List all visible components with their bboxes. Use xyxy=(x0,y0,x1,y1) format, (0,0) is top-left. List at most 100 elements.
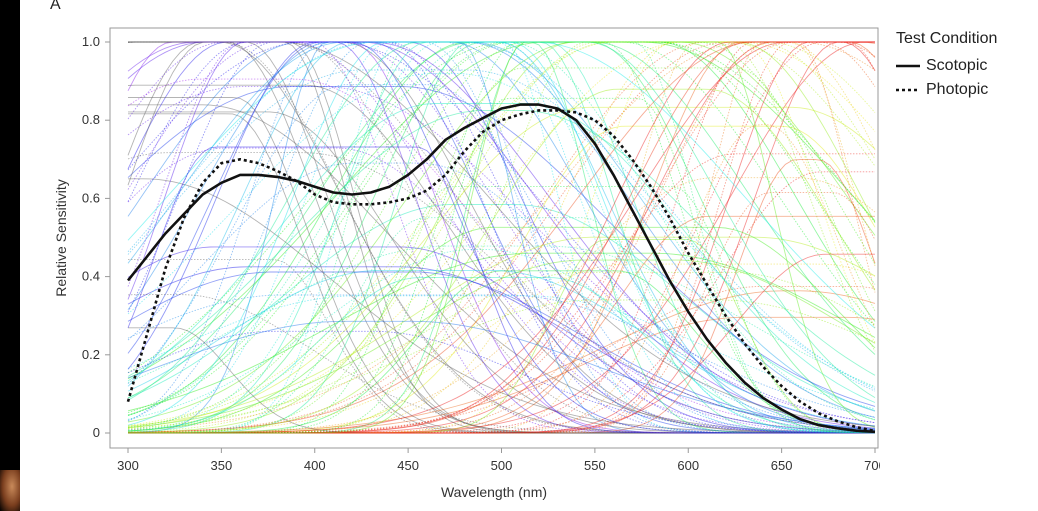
background-curve xyxy=(127,217,875,434)
background-curve xyxy=(128,253,875,434)
background-curve xyxy=(128,171,875,434)
background-curve xyxy=(127,109,876,377)
legend-label-photopic: Photopic xyxy=(926,81,989,98)
background-curve xyxy=(128,41,875,434)
background-curve xyxy=(127,266,876,431)
background-curve xyxy=(128,41,876,433)
background-curve xyxy=(128,153,875,434)
background-curve xyxy=(127,41,875,434)
x-tick-label: 400 xyxy=(304,458,326,473)
y-tick-label: 0.8 xyxy=(82,112,100,127)
background-curve xyxy=(128,41,875,434)
background-curve xyxy=(127,41,876,423)
background-curves xyxy=(127,41,876,434)
background-curve xyxy=(127,162,876,431)
background-curve xyxy=(128,270,876,434)
background-curve xyxy=(127,41,875,434)
background-curve xyxy=(127,41,875,434)
background-curve xyxy=(128,178,875,434)
background-curve xyxy=(127,252,876,412)
background-curve xyxy=(128,41,876,434)
background-curve xyxy=(128,41,876,434)
legend-item-scotopic: Scotopic xyxy=(896,54,997,78)
background-curve xyxy=(127,41,876,416)
background-curve xyxy=(127,86,876,424)
background-curve xyxy=(127,103,876,403)
background-curve xyxy=(127,41,876,426)
background-curve xyxy=(127,263,876,434)
background-curve xyxy=(127,86,876,407)
background-curve xyxy=(127,259,876,428)
x-tick-label: 450 xyxy=(397,458,419,473)
figure-panel: A Test Condition Scotopic Photopic xyxy=(20,0,1038,511)
background-curve xyxy=(128,186,876,434)
background-curve xyxy=(128,191,876,434)
background-curve xyxy=(127,41,876,414)
y-axis-title: Relative Sensitivity xyxy=(53,179,69,297)
legend-title: Test Condition xyxy=(896,30,998,47)
background-curve xyxy=(127,41,875,434)
background-curve xyxy=(127,152,876,430)
background-curve xyxy=(127,41,876,420)
background-curve xyxy=(127,248,876,427)
panel-label: A xyxy=(50,0,61,13)
background-curve xyxy=(127,299,876,429)
background-curve xyxy=(128,41,875,434)
background-curve xyxy=(127,41,876,427)
solid-line-swatch xyxy=(896,64,920,68)
background-curve xyxy=(127,295,876,410)
background-curve xyxy=(128,41,875,434)
background-curve xyxy=(128,97,875,434)
background-curve xyxy=(128,41,876,427)
background-curve xyxy=(127,41,876,416)
x-axis-title: Wavelength (nm) xyxy=(441,484,547,500)
background-curve xyxy=(127,41,876,434)
background-curve xyxy=(128,259,875,434)
background-curve xyxy=(127,41,875,434)
background-curve xyxy=(127,41,876,418)
background-curve xyxy=(127,269,876,427)
background-curve xyxy=(127,41,876,431)
background-curve xyxy=(127,41,876,399)
background-curve xyxy=(128,41,875,434)
background-curve xyxy=(127,41,876,390)
background-curve xyxy=(127,41,876,329)
background-curve xyxy=(128,41,876,434)
x-tick-label: 600 xyxy=(677,458,699,473)
corner-photo-thumbnail xyxy=(0,470,20,511)
background-curve xyxy=(128,215,875,434)
series-line-scotopic xyxy=(126,103,876,434)
background-curve xyxy=(128,327,875,434)
legend-item-photopic: Photopic xyxy=(896,78,997,102)
background-curve xyxy=(127,41,876,401)
background-curve xyxy=(127,41,876,380)
background-curve xyxy=(128,41,875,434)
background-curve xyxy=(128,41,876,434)
y-tick-label: 0.6 xyxy=(82,190,100,205)
x-tick-label: 300 xyxy=(117,458,139,473)
x-tick-label: 350 xyxy=(211,458,233,473)
series-layer xyxy=(126,103,876,434)
background-curve xyxy=(127,277,876,433)
background-curve xyxy=(128,41,876,434)
background-curve xyxy=(128,41,876,434)
background-curve xyxy=(128,41,876,434)
background-curve xyxy=(127,106,876,429)
background-curve xyxy=(127,41,876,434)
background-curve xyxy=(127,41,875,434)
background-curve xyxy=(128,316,876,434)
background-curve xyxy=(127,147,876,434)
background-curve xyxy=(127,41,875,434)
chart: 300 350 400 450 500 550 600 650 700 0 0.2 0.4 0.6 0.… xyxy=(53,27,880,500)
background-curve xyxy=(127,41,875,434)
background-curve xyxy=(127,69,876,392)
background-curve xyxy=(128,41,876,434)
background-curve xyxy=(128,41,876,434)
background-curve xyxy=(128,125,876,434)
background-curve xyxy=(128,111,875,434)
legend-label-scotopic: Scotopic xyxy=(926,57,988,74)
background-curve xyxy=(127,41,876,427)
x-tick-label: 700 xyxy=(864,458,880,473)
x-tick-label: 500 xyxy=(491,458,513,473)
background-curve xyxy=(127,84,875,434)
